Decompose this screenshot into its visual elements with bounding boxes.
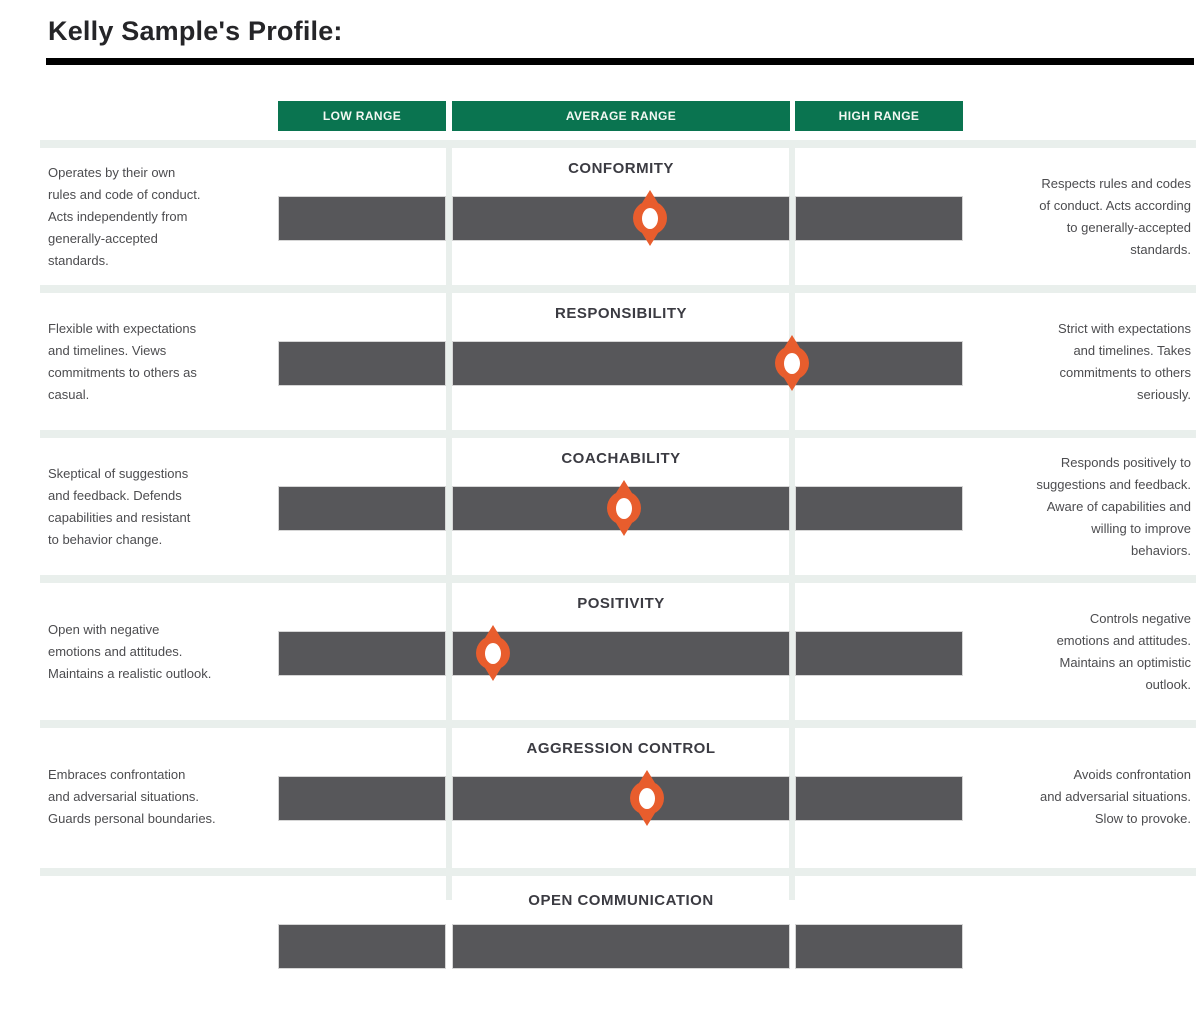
scale-segment-high — [795, 924, 963, 969]
scale-segment-average — [452, 341, 790, 386]
pin-bottom-point — [615, 523, 632, 536]
scale-segment-low — [278, 341, 446, 386]
pin-center-hole — [641, 208, 658, 229]
row-separator — [40, 140, 1196, 148]
pin-bottom-point — [485, 668, 502, 681]
trait-row-positivity: Open with negative emotions and attitude… — [0, 583, 1200, 720]
trait-title: RESPONSIBILITY — [554, 305, 688, 322]
high-description: Avoids confrontation and adversarial sit… — [1039, 766, 1191, 826]
scale-segment-low — [278, 486, 446, 531]
pin-top-point — [639, 770, 656, 783]
column-header-low-range: LOW RANGE — [278, 101, 446, 131]
score-scale — [278, 438, 963, 575]
scale-segment-high — [795, 486, 963, 531]
scale-segment-low — [278, 631, 446, 676]
column-header-average-range-label: AVERAGE RANGE — [565, 109, 677, 123]
low-description: Open with negative emotions and attitude… — [48, 621, 212, 681]
row-separator — [40, 285, 1196, 293]
high-description: Responds positively to suggestions and f… — [1036, 454, 1191, 558]
score-scale — [278, 876, 963, 1013]
high-description: Strict with expectations and timelines. … — [1058, 320, 1191, 402]
pin-bottom-point — [639, 813, 656, 826]
trait-title: COACHABILITY — [561, 450, 681, 467]
low-description: Flexible with expectations and timelines… — [48, 320, 197, 402]
pin-center-hole — [639, 788, 656, 809]
column-divider-average-high — [789, 140, 795, 900]
score-marker-pin-icon — [632, 190, 667, 246]
scale-segment-high — [795, 341, 963, 386]
pin-bottom-point — [641, 233, 658, 246]
pin-center-hole — [783, 353, 800, 374]
row-separator — [40, 430, 1196, 438]
row-separator — [40, 720, 1196, 728]
low-description: Skeptical of suggestions and feedback. D… — [48, 465, 191, 547]
column-header-high-range-label: HIGH RANGE — [838, 109, 920, 123]
score-marker-pin-icon — [476, 625, 511, 681]
trait-row-open-communication: OPEN COMMUNICATION — [0, 876, 1200, 1013]
trait-title: POSITIVITY — [577, 595, 665, 612]
page-title: Kelly Sample's Profile: — [48, 16, 343, 46]
high-description: Controls negative emotions and attitudes… — [1056, 610, 1191, 692]
scale-segment-high — [795, 196, 963, 241]
trait-title: AGGRESSION CONTROL — [526, 740, 716, 757]
column-header-high-range: HIGH RANGE — [795, 101, 963, 131]
scale-segment-high — [795, 631, 963, 676]
pin-top-point — [783, 335, 800, 348]
score-scale — [278, 728, 963, 865]
pin-top-point — [641, 190, 658, 203]
row-separator — [40, 868, 1196, 876]
trait-title: CONFORMITY — [568, 160, 674, 177]
pin-top-point — [485, 625, 502, 638]
trait-row-coachability: Skeptical of suggestions and feedback. D… — [0, 438, 1200, 575]
score-marker-pin-icon — [630, 770, 665, 826]
scale-segment-low — [278, 776, 446, 821]
scale-segment-low — [278, 924, 446, 969]
pin-center-hole — [485, 643, 502, 664]
trait-row-conformity: Operates by their own rules and code of … — [0, 148, 1200, 285]
trait-row-responsibility: Flexible with expectations and timelines… — [0, 293, 1200, 430]
column-header-average-range: AVERAGE RANGE — [452, 101, 790, 131]
score-scale — [278, 583, 963, 720]
assessment-report-page: { "page": { "title": "Kelly Sample's Pro… — [0, 16, 1200, 969]
column-header-low-range-label: LOW RANGE — [322, 109, 402, 123]
scale-segment-high — [795, 776, 963, 821]
score-marker-pin-icon — [774, 335, 809, 391]
high-description: Respects rules and codes of conduct. Act… — [1039, 175, 1191, 257]
pin-top-point — [615, 480, 632, 493]
column-divider-low-average — [446, 140, 452, 900]
low-description: Embraces confrontation and adversarial s… — [48, 766, 216, 826]
score-scale — [278, 293, 963, 430]
title-underline-rule — [46, 58, 1194, 65]
trait-row-aggression-control: Embraces confrontation and adversarial s… — [0, 728, 1200, 865]
pin-bottom-point — [783, 378, 800, 391]
pin-center-hole — [615, 498, 632, 519]
scale-segment-average — [452, 196, 790, 241]
score-scale — [278, 148, 963, 285]
scale-segment-average — [452, 776, 790, 821]
low-description: Operates by their own rules and code of … — [48, 164, 201, 268]
scale-segment-average — [452, 924, 790, 969]
score-marker-pin-icon — [606, 480, 641, 536]
scale-segment-low — [278, 196, 446, 241]
row-separator — [40, 575, 1196, 583]
